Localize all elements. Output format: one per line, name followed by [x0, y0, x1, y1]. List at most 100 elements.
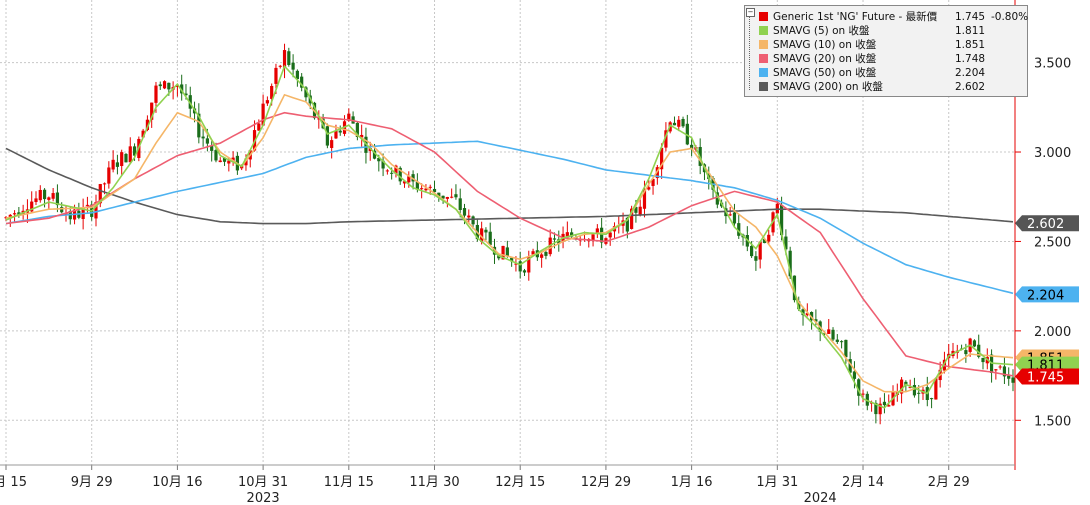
x-tick-label: 11月 15 — [324, 475, 374, 490]
candle-body — [330, 140, 334, 148]
candle-body — [642, 189, 647, 209]
candle-body — [120, 152, 124, 167]
candle-body — [158, 84, 162, 87]
line-smavg-5- — [5, 64, 1014, 409]
candle-body — [34, 198, 38, 202]
candle-body — [484, 229, 488, 233]
candle-body — [625, 217, 629, 232]
candle-body — [210, 146, 214, 151]
candle-body — [300, 76, 304, 88]
candle-body — [64, 213, 68, 215]
candle-body — [458, 198, 462, 211]
moving-average-lines — [5, 64, 1014, 409]
candle-body — [257, 123, 261, 131]
tag-sma50-label: 2.204 — [1027, 288, 1064, 303]
candle-body — [124, 153, 128, 163]
candle-body — [55, 192, 60, 206]
y-tick-label: 1.500 — [1034, 414, 1071, 429]
candle-body — [822, 333, 827, 335]
x-tick-label: 2月 29 — [928, 475, 970, 490]
candle-body — [565, 232, 569, 237]
candle-body — [994, 369, 998, 371]
candle-body — [801, 309, 805, 316]
candle-body — [964, 350, 968, 355]
y-tick-label: 3.000 — [1034, 146, 1071, 161]
candle-body — [737, 223, 741, 236]
tag-sma200: 2.602 — [1015, 215, 1079, 232]
tag-last-price-bg — [1015, 368, 1079, 385]
candle-body — [402, 181, 407, 184]
candle-body — [274, 67, 278, 84]
candle-body — [574, 237, 578, 239]
candle-body — [141, 130, 145, 138]
candle-body — [462, 208, 467, 216]
candle-body — [154, 85, 158, 103]
candle-body — [445, 197, 449, 199]
year-label: 2023 — [247, 491, 280, 505]
x-tick-label: 10月 16 — [152, 475, 202, 490]
candle-body — [115, 162, 120, 167]
candle-body — [51, 193, 55, 199]
candle-body — [510, 257, 514, 262]
y-axis: 1.500 2.000 2.500 3.000 3.500 — [1014, 0, 1071, 470]
candle-body — [647, 187, 651, 190]
candle-body — [471, 216, 475, 225]
candle-body — [278, 65, 282, 67]
candle-body — [162, 81, 167, 89]
candle-body — [488, 231, 492, 245]
candle-body — [972, 340, 977, 347]
candle-body — [501, 245, 505, 260]
candle-body — [677, 119, 681, 127]
legend-name: SMAVG (50) on 收盤 — [773, 67, 877, 79]
legend-value: 1.745 — [955, 11, 986, 23]
candle-body — [222, 158, 227, 162]
candle-body — [197, 113, 201, 138]
candle-body — [557, 239, 561, 244]
candle-body — [570, 232, 574, 237]
candle-body — [831, 329, 835, 340]
candle-body — [690, 144, 694, 150]
candle-body — [835, 339, 839, 342]
candle-body — [201, 136, 205, 139]
candle-body — [814, 319, 818, 322]
legend: − Generic 1st 'NG' Future - 最新價 1.745 -0.8… — [744, 5, 1028, 97]
x-tick-label: 1月 16 — [671, 475, 713, 490]
candle-body — [102, 183, 107, 185]
candle-body — [218, 160, 222, 163]
legend-item: SMAVG (50) on 收盤 2.204 — [745, 66, 1027, 80]
candle-body — [38, 189, 42, 201]
candle-body — [852, 371, 857, 379]
legend-value: 2.204 — [955, 67, 986, 79]
collapse-icon[interactable]: − — [746, 8, 755, 17]
legend-swatch — [759, 26, 768, 35]
candle-body — [231, 157, 235, 162]
candle-body — [750, 245, 754, 257]
candle-body — [630, 208, 634, 229]
legend-swatch — [759, 82, 768, 91]
candle-body — [998, 366, 1002, 368]
legend-item: SMAVG (20) on 收盤 1.748 — [745, 52, 1027, 66]
candle-body — [672, 122, 677, 126]
candle-body — [128, 146, 132, 163]
legend-value: 2.602 — [955, 81, 986, 93]
y-tick-label: 2.500 — [1034, 235, 1071, 250]
legend-swatch — [759, 12, 768, 21]
candle-body — [107, 167, 111, 184]
candle-body — [685, 123, 689, 145]
line-smavg-200- — [5, 147, 1014, 225]
candle-body — [60, 207, 64, 213]
legend-value: 1.811 — [955, 25, 986, 37]
candle-body — [317, 118, 321, 120]
candle-body — [385, 170, 389, 172]
candle-body — [531, 251, 535, 255]
candle-body — [184, 93, 188, 96]
legend-tree — [749, 12, 756, 90]
candle-body — [261, 103, 265, 126]
legend-name: SMAVG (200) on 收盤 — [773, 81, 883, 93]
candle-body — [844, 339, 848, 358]
x-tick-label: 1月 31 — [756, 475, 798, 490]
tag-sma200-label: 2.602 — [1027, 217, 1064, 232]
candle-body — [917, 392, 921, 394]
